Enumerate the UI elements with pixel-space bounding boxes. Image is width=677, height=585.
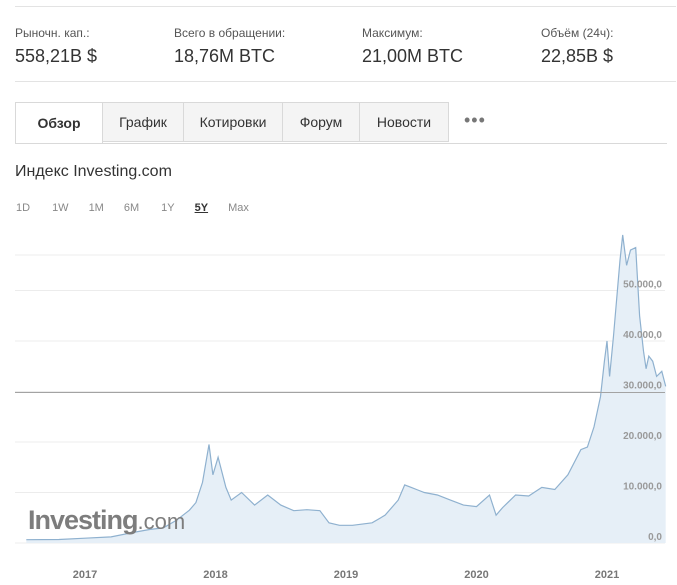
stat-volume-24h: Объём (24ч): 22,85B $ [541, 26, 614, 67]
stats-divider [15, 81, 676, 82]
index-title: Индекс Investing.com [15, 163, 172, 180]
tab-bar-underline [15, 143, 667, 144]
time-range-selector: 1D 1W 1M 6M 1Y 5Y Max [16, 202, 249, 214]
x-tick-label: 2020 [464, 569, 488, 581]
stat-value: 558,21B $ [15, 46, 98, 66]
range-max[interactable]: Max [228, 202, 249, 214]
stat-label: Рыночн. кап.: [15, 26, 90, 40]
x-tick-label: 2021 [595, 569, 619, 581]
y-tick-label: 30.000,0 [623, 381, 662, 392]
price-line [26, 234, 667, 541]
x-tick-label: 2018 [203, 569, 227, 581]
investing-logo: Investing.com [28, 505, 185, 536]
range-1m[interactable]: 1M [88, 202, 104, 214]
range-6m[interactable]: 6M [123, 202, 140, 214]
tab-quotes[interactable]: Котировки [184, 102, 283, 142]
tab-news[interactable]: Новости [360, 102, 449, 142]
y-tick-label: 40.000,0 [623, 330, 662, 341]
tab-bar: Обзор График Котировки Форум Новости [15, 102, 449, 144]
stat-label: Максимум: [362, 26, 423, 40]
stat-circulating-supply: Всего в обращении: 18,76M BTC [174, 26, 285, 67]
y-tick-label: 50.000,0 [623, 280, 662, 291]
range-1y[interactable]: 1Y [161, 202, 175, 214]
tab-chart[interactable]: График [103, 102, 184, 142]
more-tabs-icon[interactable]: ••• [464, 110, 486, 130]
y-tick-label: 0,0 [648, 532, 662, 543]
stat-value: 18,76M BTC [174, 46, 276, 66]
stat-value: 22,85B $ [541, 46, 614, 66]
logo-suffix: .com [137, 509, 186, 534]
stat-value: 21,00M BTC [362, 46, 464, 66]
y-tick-label: 10.000,0 [623, 482, 662, 493]
stat-label: Всего в обращении: [174, 26, 286, 40]
price-area [26, 235, 666, 543]
x-tick-label: 2017 [73, 569, 97, 581]
x-tick-label: 2019 [334, 569, 358, 581]
tab-forum[interactable]: Форум [283, 102, 360, 142]
range-5y[interactable]: 5Y [194, 202, 209, 214]
stat-market-cap: Рыночн. кап.: 558,21B $ [15, 26, 97, 67]
price-chart[interactable]: 0,0 10.000,0 20.000,0 30.000,0 40.000,0 50.00… [0, 225, 677, 585]
stat-label: Объём (24ч): [541, 26, 614, 40]
logo-brand: Investing [28, 505, 139, 535]
tab-overview[interactable]: Обзор [15, 102, 103, 144]
stat-max-supply: Максимум: 21,00M BTC [362, 26, 463, 67]
top-divider [15, 6, 676, 7]
range-1w[interactable]: 1W [52, 202, 69, 214]
y-tick-label: 20.000,0 [623, 431, 662, 442]
range-1d[interactable]: 1D [16, 202, 31, 214]
